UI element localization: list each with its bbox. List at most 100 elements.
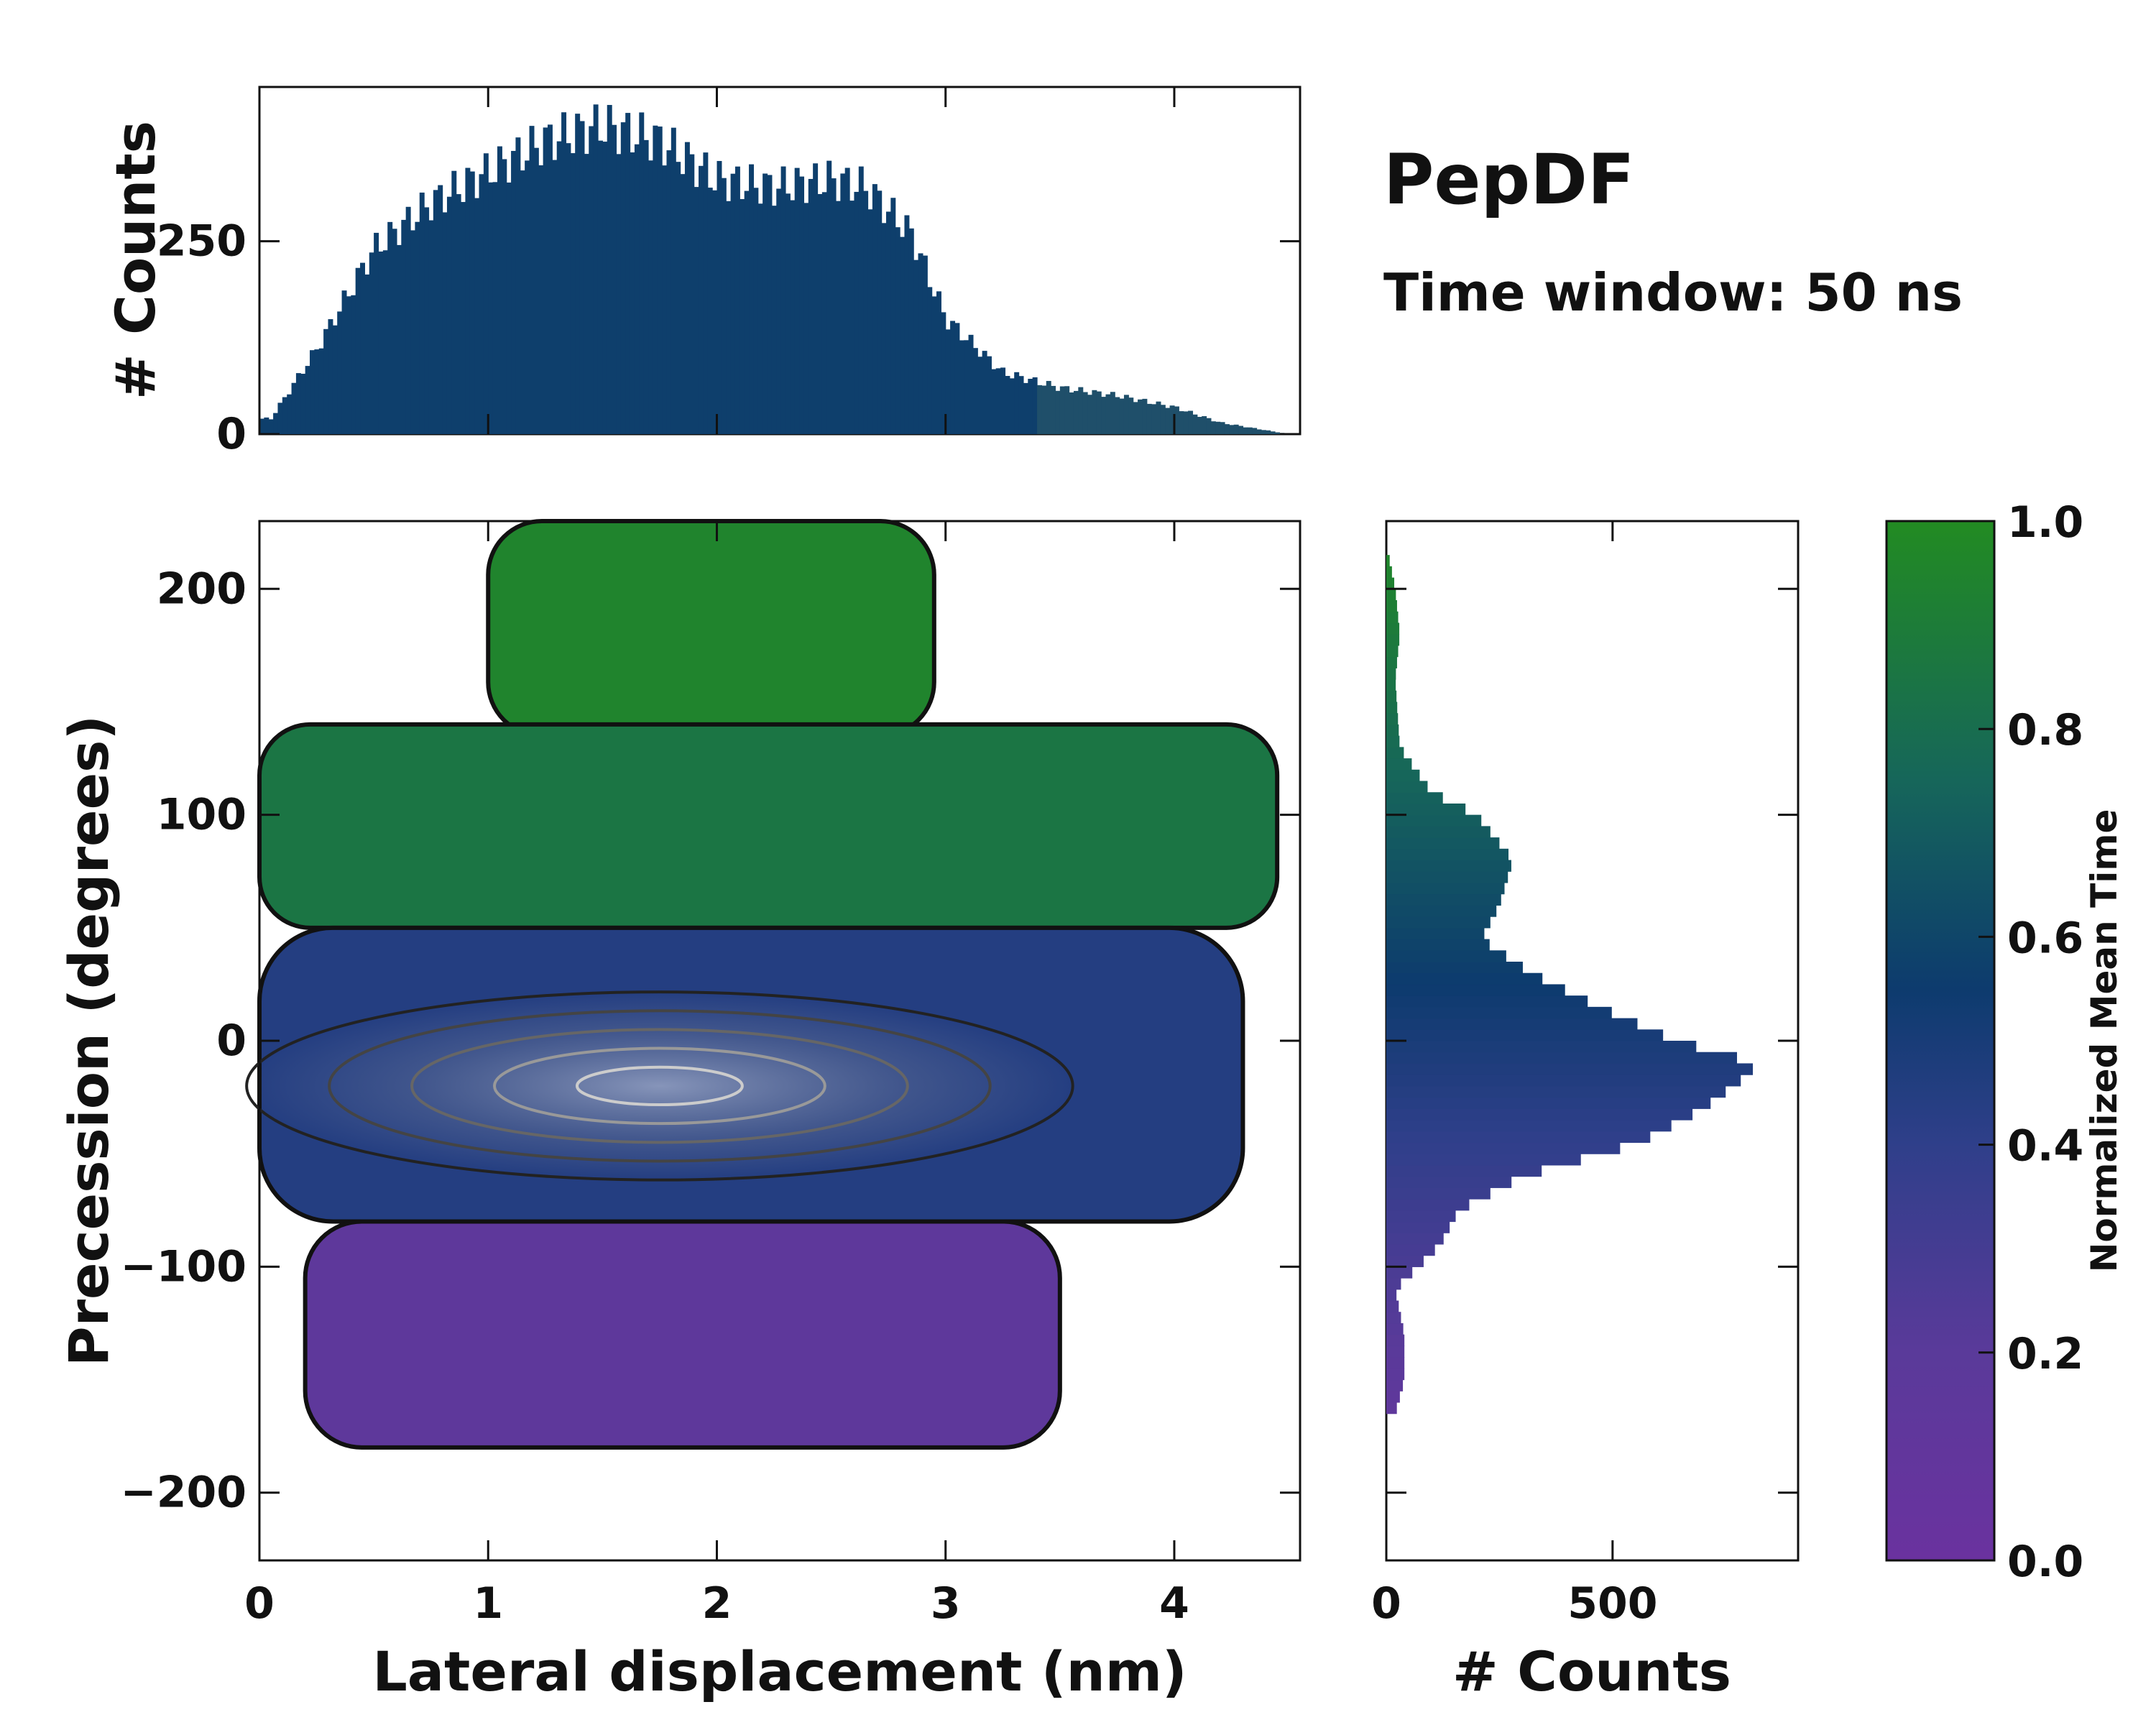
colorbar-label: Normalized Mean Time <box>2083 809 2125 1273</box>
top-histogram-bar <box>1133 402 1138 434</box>
top-histogram-bar <box>726 201 732 434</box>
top-histogram-bar <box>1073 390 1079 434</box>
x-tick-label: 3 <box>931 1578 961 1629</box>
right-histogram-bar <box>1386 814 1482 827</box>
top-histogram-bar <box>1156 401 1161 434</box>
right-histogram-ticks: 0 500 <box>1371 521 1798 1629</box>
top-histogram-bar <box>858 166 864 435</box>
top-histogram-bar <box>964 340 969 434</box>
right-histogram-bar <box>1386 1357 1405 1369</box>
right-histogram-bar <box>1386 893 1501 906</box>
top-histogram-bar <box>360 262 365 434</box>
right-histogram-bar <box>1386 1052 1737 1064</box>
top-histogram-bar <box>314 349 320 434</box>
right-histogram-xlabel: # Counts <box>1452 1639 1731 1703</box>
top-histogram-bar <box>1037 385 1042 434</box>
top-histogram-bar <box>767 175 773 434</box>
right-histogram-bar <box>1386 1131 1651 1144</box>
top-histogram-bar <box>410 230 416 434</box>
top-histogram-bar <box>1169 405 1175 434</box>
top-histogram-bar <box>867 209 873 434</box>
top-histogram-bar <box>332 325 338 434</box>
top-histogram-bar <box>1266 430 1271 434</box>
x-tick-label: 4 <box>1159 1578 1189 1629</box>
top-histogram-bar <box>740 198 745 434</box>
top-histogram-bar <box>387 221 393 434</box>
top-histogram-bar <box>479 174 484 434</box>
top-histogram-bar <box>1032 377 1038 434</box>
top-histogram-bar <box>616 154 622 434</box>
top-histogram-bar <box>790 200 796 434</box>
top-histogram-bar <box>1192 414 1198 434</box>
top-histogram-bar <box>1046 381 1051 434</box>
top-histogram-bar <box>287 394 292 434</box>
top-histogram-bar <box>570 153 576 434</box>
top-histogram-bar <box>378 251 384 434</box>
top-histogram-bar <box>1128 397 1134 434</box>
top-histogram-bar <box>382 250 388 434</box>
top-histogram-bar <box>908 228 914 434</box>
y-tick-label: 0 <box>216 1016 247 1066</box>
top-histogram-bar <box>474 198 480 434</box>
right-histogram-bar <box>1386 1075 1741 1087</box>
top-histogram-bar <box>1041 385 1047 434</box>
right-histogram-bar <box>1386 1391 1400 1403</box>
top-histogram-bar <box>259 418 264 434</box>
top-histogram-bar <box>936 291 941 434</box>
top-histogram-bar <box>415 221 420 434</box>
right-histogram-bar <box>1386 724 1399 737</box>
right-histogram-bar <box>1386 972 1543 985</box>
right-histogram-bar <box>1386 1164 1542 1177</box>
top-histogram-bar <box>676 162 681 434</box>
top-histogram-bar <box>277 402 283 434</box>
top-histogram-bar <box>1105 394 1111 434</box>
top-histogram-bar <box>1078 387 1084 434</box>
top-histogram-bar <box>794 167 800 434</box>
right-histogram-bar <box>1386 769 1420 782</box>
top-histogram-bar <box>341 290 347 434</box>
top-histogram-bar <box>446 196 452 434</box>
top-histogram-bar <box>1174 406 1179 434</box>
top-histogram-bar <box>744 190 750 434</box>
top-histogram-bar <box>625 113 631 434</box>
top-histogram-bar <box>662 165 668 435</box>
main-heatmap-ticks: 0 1 2 3 4 −200 −100 0 100 200 <box>120 521 1300 1629</box>
top-histogram-bar <box>497 146 502 434</box>
right-histogram-bar <box>1386 848 1509 861</box>
top-histogram-bar <box>835 201 841 434</box>
density-contour <box>328 1009 992 1163</box>
y-tick-label: 200 <box>157 564 247 614</box>
right-histogram-bar <box>1386 555 1390 567</box>
heatmap-region <box>257 722 1280 930</box>
colorbar-tick-label: 1.0 <box>2007 497 2083 548</box>
right-histogram-bar <box>1386 1187 1491 1200</box>
right-histogram-bar <box>1386 668 1396 680</box>
right-histogram-bar <box>1386 1289 1397 1302</box>
top-histogram-bar <box>264 417 270 434</box>
heatmap-regions <box>245 519 1280 1450</box>
top-histogram-bar <box>1051 385 1056 434</box>
top-histogram-bar <box>374 232 379 434</box>
right-histogram-bar <box>1386 1199 1470 1211</box>
top-histogram-bar <box>465 167 471 434</box>
top-histogram-bar <box>918 253 923 434</box>
top-y-tick-label: 250 <box>157 216 247 267</box>
top-histogram-bar <box>1206 418 1212 434</box>
top-histogram-bar <box>323 328 329 434</box>
top-histogram-bar <box>438 185 443 434</box>
top-histogram-bar <box>1220 422 1225 434</box>
top-histogram-bar <box>703 152 709 434</box>
top-histogram-bars <box>259 104 1289 435</box>
top-histogram-bar <box>529 126 535 434</box>
top-histogram-bar <box>547 124 553 434</box>
right-histogram-bar <box>1386 758 1412 770</box>
top-histogram-bar <box>730 173 736 435</box>
top-histogram-bar <box>1000 367 1006 434</box>
top-histogram-bar <box>1151 404 1157 434</box>
right-histogram-bar <box>1386 713 1399 725</box>
right-histogram-bar <box>1386 645 1399 658</box>
top-histogram-bar <box>346 296 351 434</box>
right-histogram-bar <box>1386 622 1400 635</box>
right-histogram-bars <box>1386 555 1754 1414</box>
top-histogram-bar <box>694 187 699 434</box>
